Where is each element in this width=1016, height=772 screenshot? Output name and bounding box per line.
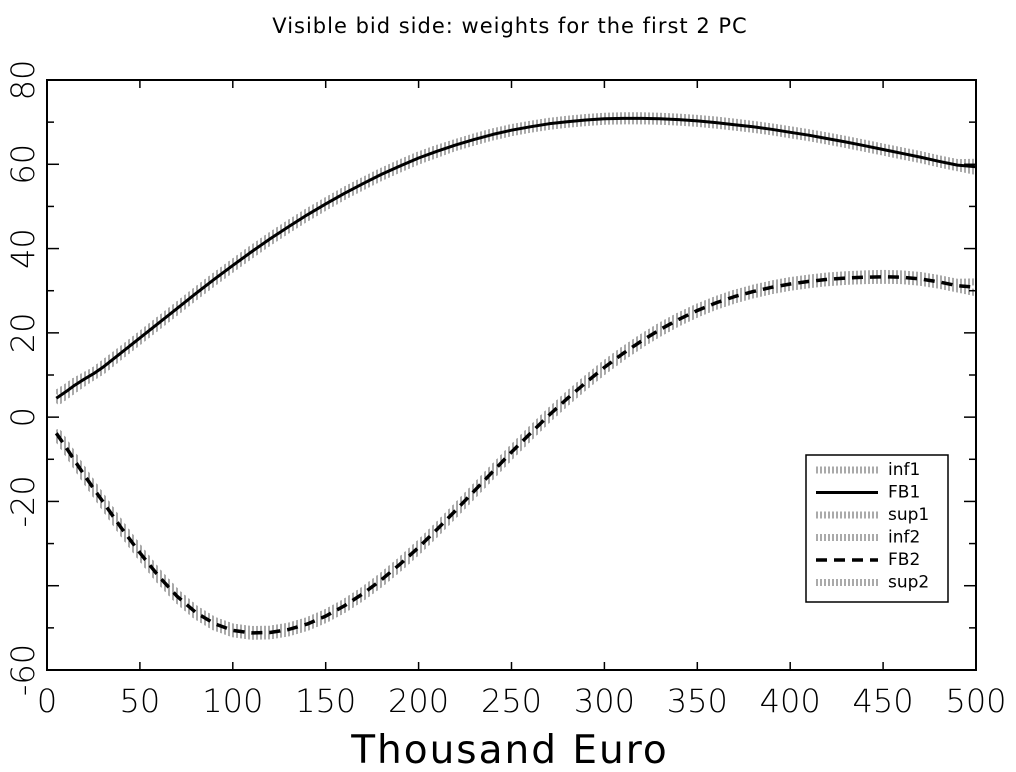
y-tick-label: -20 [4,475,42,527]
x-tick-label: 100 [202,682,263,720]
ticks-layer [46,79,977,671]
x-tick-label: 500 [945,682,1006,720]
legend-box [805,454,949,603]
y-tick-label: 40 [4,228,42,269]
series-line-inf1 [54,117,977,406]
legend-label-inf2: inf2 [888,528,920,548]
y-tick-label: 60 [4,144,42,185]
x-tick-label: 50 [120,682,161,720]
x-tick-labels: 0 50 100 150 200 250 300 350 400 450 500 [37,682,1007,720]
series-line-sup2 [53,269,977,633]
series-line-inf2 [53,276,977,640]
x-tick-label: 400 [760,682,821,720]
x-tick-label: 250 [481,682,542,720]
y-tick-label: 80 [4,60,42,101]
legend-label-FB2: FB2 [888,550,920,570]
x-tick-label: 350 [667,682,728,720]
x-tick-label: 300 [574,682,635,720]
y-tick-label: -60 [4,644,42,696]
x-tick-label: 200 [388,682,449,720]
x-axis-title: Thousand Euro [350,728,669,772]
legend-label-sup1: sup1 [888,505,929,525]
legend-label-FB1: FB1 [888,483,920,503]
y-tick-label: 0 [4,407,42,427]
legend-label-inf1: inf1 [888,460,920,480]
series-line-sup1 [54,112,977,397]
series-layer [53,112,977,640]
x-tick-label: 450 [853,682,914,720]
legend-label-sup2: sup2 [888,573,929,593]
y-tick-labels: -60 -20 0 20 40 60 80 [4,60,42,696]
chart-title: Visible bid side: weights for the first … [272,14,747,38]
x-tick-label: 150 [295,682,356,720]
series-line-FB1 [55,116,977,400]
x-tick-label: 0 [37,682,57,720]
y-tick-label: 20 [4,312,42,353]
